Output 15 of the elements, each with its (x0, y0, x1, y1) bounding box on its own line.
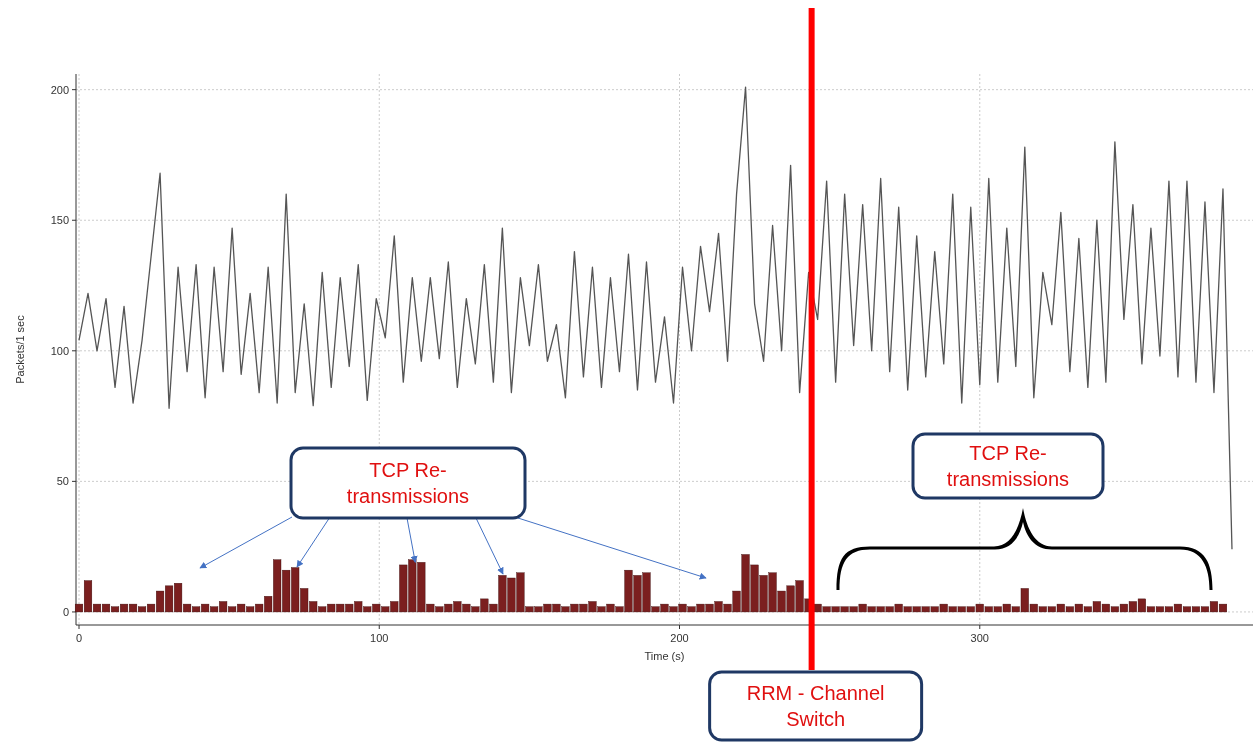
y-tick-label: 200 (50, 83, 69, 96)
x-tick-label: 200 (670, 632, 689, 644)
line-series (78, 86, 1233, 550)
y-tick-label: 150 (50, 214, 69, 227)
y-axis-title: Packets/1 sec (14, 314, 26, 384)
x-tick-label: 100 (370, 632, 389, 644)
annotation: TCP Re-transmissions (946, 442, 1070, 490)
ref-line-label: RRM - Channel Switch (746, 682, 885, 730)
x-tick-label: 300 (970, 632, 989, 644)
x-axis-title: Time (s) (644, 650, 685, 662)
y-tick-label: 0 (62, 605, 69, 618)
y-tick-label: 50 (56, 475, 69, 488)
x-tick-label: 0 (75, 632, 83, 644)
y-tick-label: 100 (50, 344, 69, 357)
annotation: TCP Re-transmissions (346, 459, 470, 507)
